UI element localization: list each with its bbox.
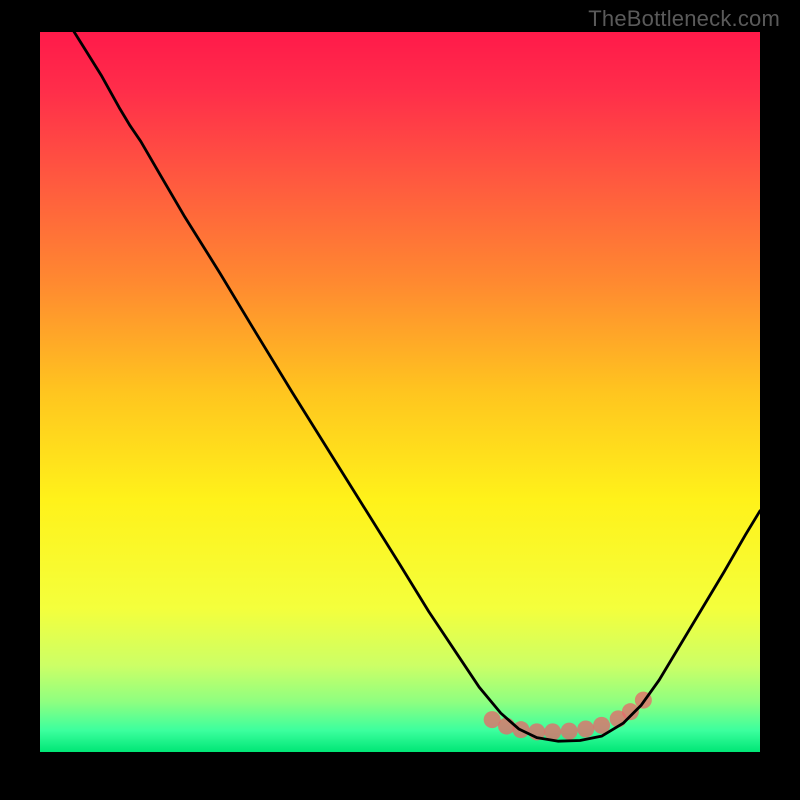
- chart-frame: TheBottleneck.com: [0, 0, 800, 800]
- watermark-text: TheBottleneck.com: [588, 6, 780, 32]
- trough-dot: [561, 723, 578, 740]
- plot-svg: [40, 32, 760, 752]
- plot-area: [40, 32, 760, 752]
- trough-dot: [544, 723, 561, 740]
- trough-dot: [577, 720, 594, 737]
- gradient-background: [40, 32, 760, 752]
- trough-dot: [498, 718, 515, 735]
